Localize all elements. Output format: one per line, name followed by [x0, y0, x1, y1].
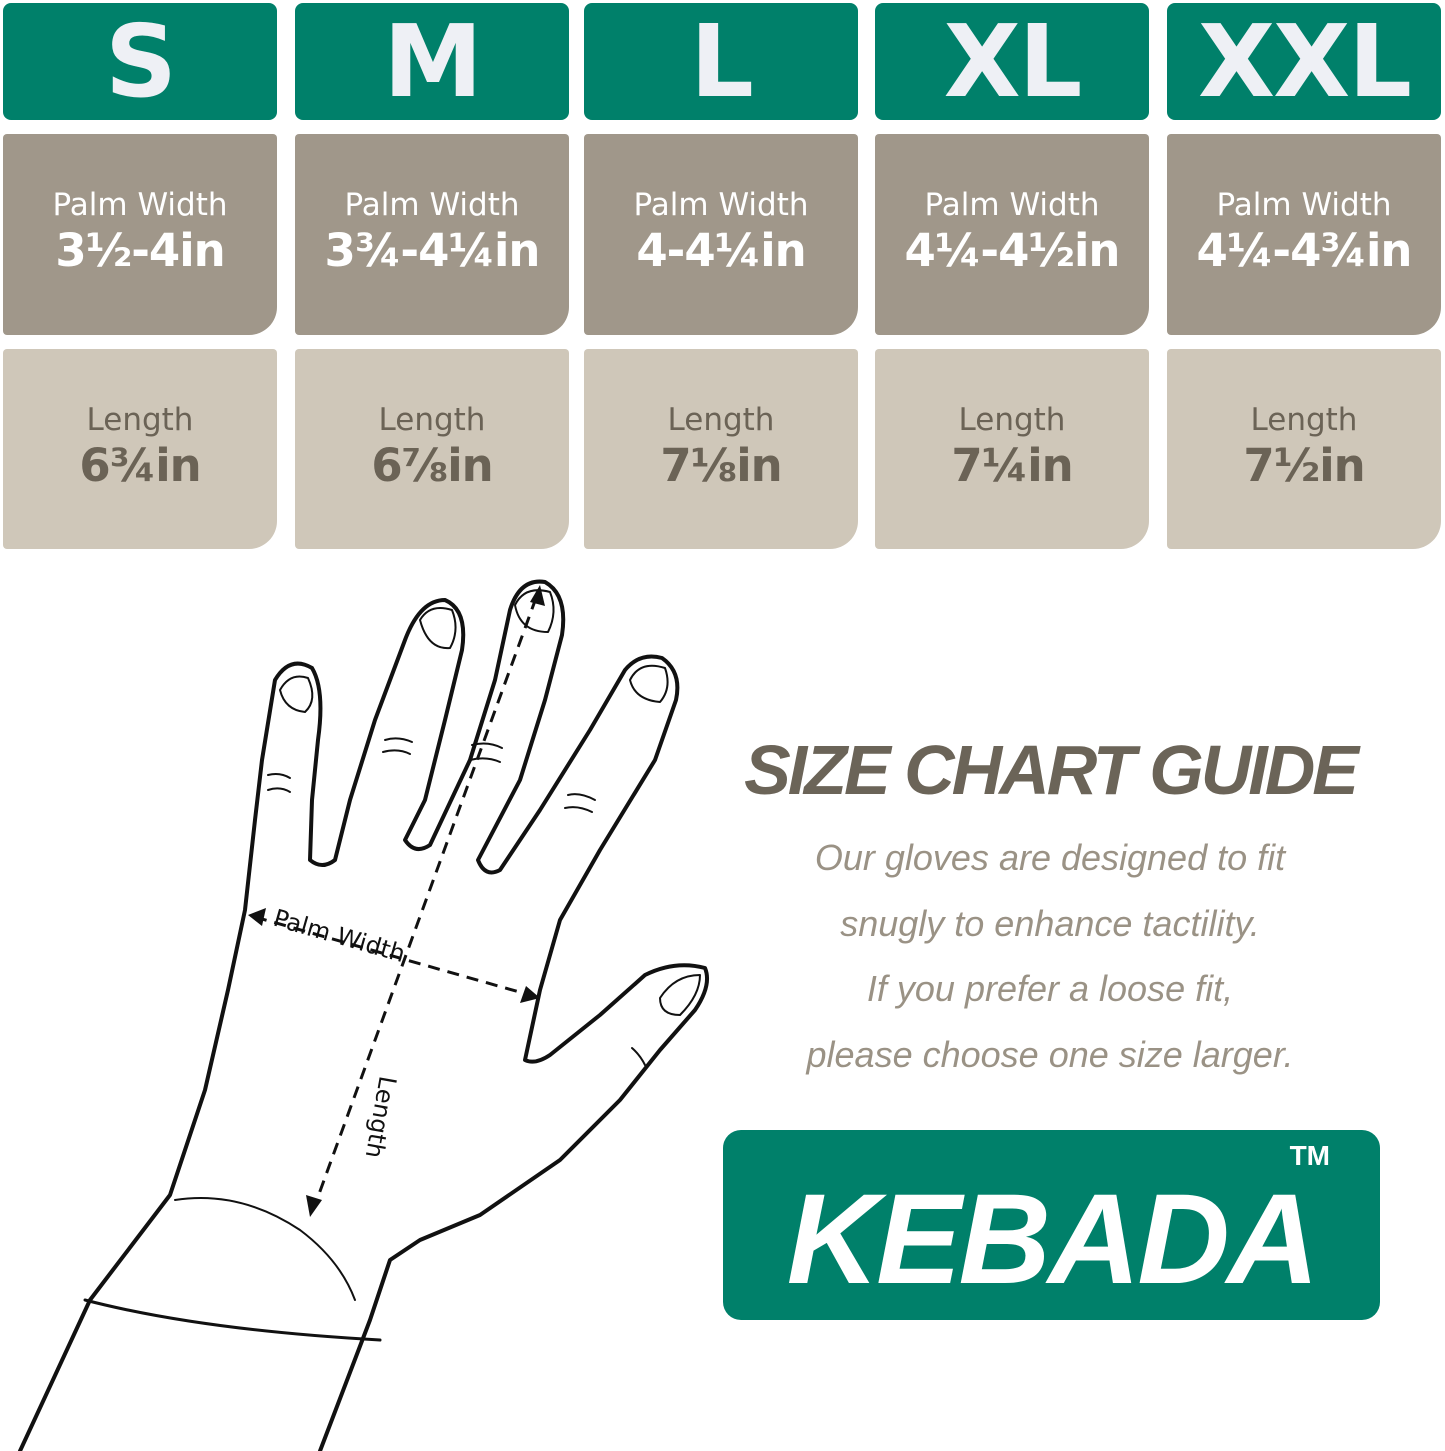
guide-title: SIZE CHART GUIDE — [744, 731, 1359, 809]
trademark: TM — [1289, 1140, 1330, 1171]
palm-width-cell: Palm Width 3½-4in — [3, 134, 277, 335]
palm-width-cell: Palm Width 3¾-4¼in — [295, 134, 569, 335]
length-label: Length — [86, 402, 194, 438]
length-cell: Length 6¾in — [3, 349, 277, 549]
size-header: XL — [875, 3, 1149, 120]
length-dashed-line — [313, 597, 538, 1206]
hand-measurement-diagram: Palm Width Length — [18, 579, 709, 1451]
arrow-head-icon — [520, 986, 540, 1003]
palm-width-label: Palm Width — [270, 904, 408, 968]
palm-width-label: Palm Width — [344, 187, 520, 223]
guide-line: please choose one size larger. — [806, 1033, 1294, 1075]
length-cell: Length 6⅞in — [295, 349, 569, 549]
size-header: M — [295, 3, 569, 120]
length-label: Length — [1250, 402, 1358, 438]
size-header: L — [584, 3, 858, 120]
palm-width-value: 4¼-4¾in — [1196, 224, 1413, 277]
palm-width-value: 3½-4in — [55, 224, 225, 277]
palm-width-value: 4¼-4½in — [904, 224, 1121, 277]
palm-width-label: Palm Width — [1216, 187, 1392, 223]
length-value: 7⅛in — [660, 439, 782, 492]
palm-width-label: Palm Width — [52, 187, 228, 223]
size-header: XXL — [1167, 3, 1441, 120]
hand-outline — [18, 579, 709, 1451]
guide-line: If you prefer a loose fit, — [866, 968, 1234, 1009]
arrow-head-icon — [248, 908, 266, 926]
brand-name: KEBADA — [786, 1168, 1320, 1311]
arrow-head-icon — [306, 1195, 322, 1217]
cuff-line — [83, 1298, 382, 1342]
length-label: Length — [378, 402, 486, 438]
palm-width-label: Palm Width — [633, 187, 809, 223]
guide-line: Our gloves are designed to fit — [814, 837, 1286, 878]
guide-description: Our gloves are designed to fit snugly to… — [690, 825, 1410, 1087]
length-label: Length — [667, 402, 775, 438]
palm-width-cell: Palm Width 4¼-4¾in — [1167, 134, 1441, 335]
arrow-head-icon — [530, 585, 545, 606]
guide-line: snugly to enhance tactility. — [840, 902, 1260, 944]
length-value: 7¼in — [951, 439, 1073, 492]
brand-logo: TM KEBADA — [723, 1130, 1380, 1320]
palm-width-label: Palm Width — [924, 187, 1100, 223]
knuckle-creases — [267, 737, 646, 1066]
palm-width-cell: Palm Width 4¼-4½in — [875, 134, 1149, 335]
length-value: 6⅞in — [371, 439, 493, 492]
length-cell: Length 7⅛in — [584, 349, 858, 549]
length-cell: Length 7¼in — [875, 349, 1149, 549]
length-value: 6¾in — [79, 439, 201, 492]
length-label: Length — [360, 1074, 402, 1160]
palm-width-value: 3¾-4¼in — [324, 224, 541, 277]
palm-width-dashed-line — [254, 915, 531, 997]
length-cell: Length 7½in — [1167, 349, 1441, 549]
length-value: 7½in — [1243, 439, 1365, 492]
wrist-crease — [174, 1197, 356, 1301]
length-label: Length — [958, 402, 1066, 438]
palm-width-cell: Palm Width 4-4¼in — [584, 134, 858, 335]
palm-width-value: 4-4¼in — [636, 224, 806, 277]
size-header: S — [3, 3, 277, 120]
